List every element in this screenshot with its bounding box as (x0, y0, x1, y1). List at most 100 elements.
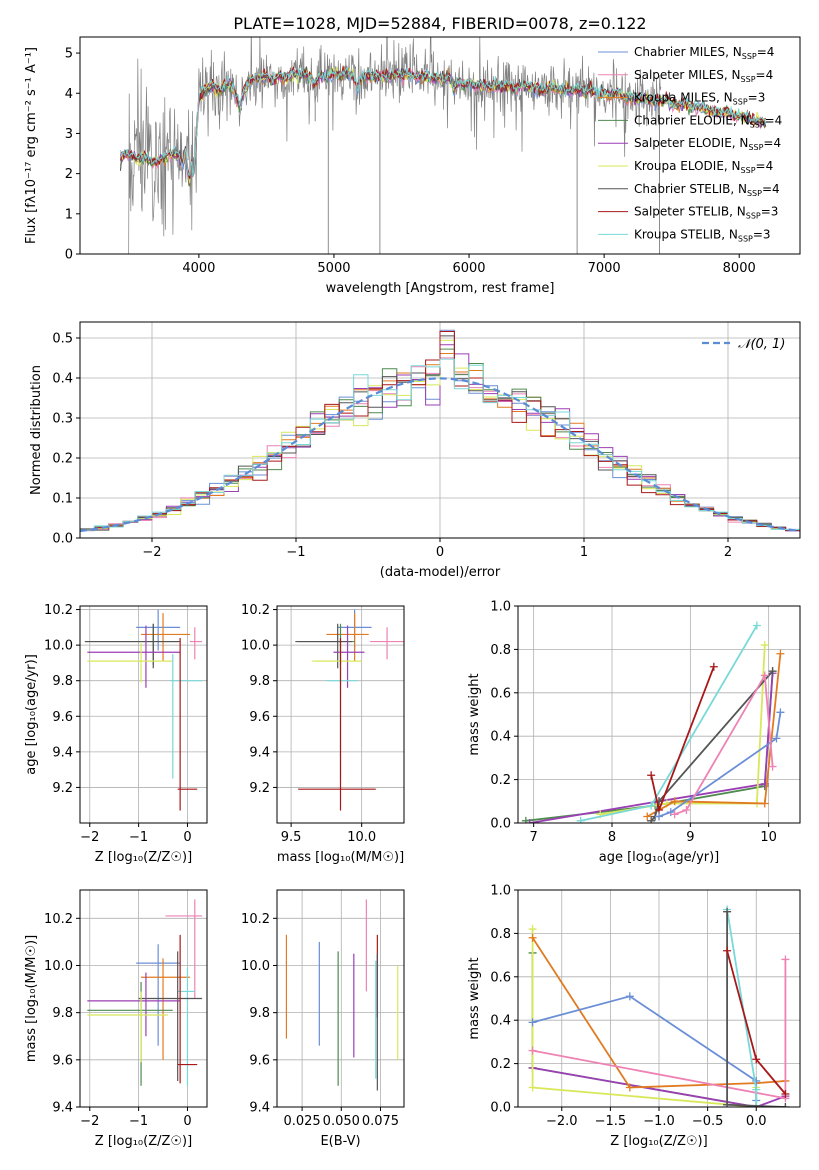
series-marker-sm (768, 762, 777, 771)
y-tick-label: 9.2 (249, 781, 270, 796)
series-marker-cm (752, 1076, 761, 1085)
legend-label: Salpeter MILES, NSSP=4 (634, 68, 773, 84)
legend-spectrum: Chabrier MILES, NSSP=4 Salpeter MILES, NS… (598, 45, 782, 243)
normal-curve (80, 377, 800, 533)
x-tick-label: 0.0 (746, 1114, 767, 1129)
series-line-km (531, 937, 786, 1089)
y-tick-label: 0.4 (52, 372, 73, 387)
y-axis-label: age [log₁₀(age/yr)] (24, 654, 39, 775)
x-tick-label: −1 (286, 545, 305, 560)
y-tick-label: 9.4 (249, 745, 270, 760)
chart-mass_weight_vs_Z: −2.0 −1.5 −1.0 −0.5 0.0 0.0 0.2 0.4 0.6 0.8 1.0 Z [… (467, 884, 801, 1149)
x-tick-label: 7000 (588, 261, 621, 276)
histogram-ks (80, 358, 800, 534)
series-marker-sm (670, 810, 679, 819)
x-tick-label: −1 (129, 1114, 148, 1129)
series-marker-cs (647, 816, 656, 823)
series-marker-ke (760, 641, 769, 650)
series-marker-km (643, 812, 652, 821)
series-marker-sm (760, 671, 769, 680)
x-tick-label: 9 (686, 830, 694, 845)
x-tick-label: 1 (580, 545, 588, 560)
x-tick-label: −2.0 (546, 1114, 578, 1129)
y-axis-label: mass [log₁₀(M/M☉)] (24, 935, 39, 1062)
age_vs_mass-plot-area (295, 609, 404, 811)
series-marker-sm (682, 805, 691, 814)
legend-label: Salpeter STELIB, NSSP=3 (634, 205, 778, 221)
y-tick-label: 10.2 (241, 603, 270, 618)
chart-mass_weight_vs_age: 7 8 9 10 0.0 0.2 0.4 0.6 0.8 1.0 age [log₁₀(age/yr… (467, 600, 801, 865)
axes-frame (79, 889, 208, 1108)
y-tick-label: 0.8 (490, 927, 511, 942)
y-tick-label: 9.4 (52, 1101, 73, 1116)
series-marker-cm (625, 992, 634, 1001)
x-tick-label: −1.5 (595, 1114, 627, 1129)
series-marker-cs (781, 1103, 790, 1107)
y-tick-label: 10.0 (44, 959, 73, 974)
y-axis-label: Normed distribution (29, 365, 44, 495)
series-marker-km (760, 799, 769, 808)
y-tick-label: 1.0 (490, 600, 511, 615)
x-tick-label: 8 (608, 830, 616, 845)
y-axis-label: mass weight (467, 673, 482, 755)
legend-label: Kroupa STELIB, NSSP=3 (634, 227, 771, 243)
y-tick-label: 1 (65, 207, 73, 222)
series-marker-ss (752, 1055, 761, 1064)
series-marker-cs (723, 1100, 732, 1107)
series-marker-ke (528, 1083, 537, 1092)
y-tick-label: 9.2 (52, 781, 73, 796)
x-axis-label: Z [log₁₀(Z/Z☉)] (95, 850, 192, 865)
x-tick-label: 10 (760, 830, 777, 845)
axes-frame (276, 605, 405, 824)
legend-label: 𝒩(0, 1) (738, 337, 785, 352)
x-axis-label: mass [log₁₀(M/M☉)] (277, 850, 404, 865)
chart-residuals: −2 −1 0 1 2 0.0 0.1 0.2 0.3 0.4 0.5 (data-model)/er… (29, 321, 801, 580)
y-tick-label: 0.2 (52, 452, 73, 467)
series-marker-cm (655, 812, 663, 821)
series-line-ke (531, 929, 758, 1107)
series-line-ke (600, 645, 766, 816)
y-tick-label: 9.8 (249, 674, 270, 689)
x-tick-label: −0.5 (692, 1114, 724, 1129)
x-tick-label: 6000 (452, 261, 485, 276)
series-line-cm (658, 712, 782, 818)
x-axis-label: E(B-V) (320, 1134, 360, 1149)
y-tick-label: 2 (65, 167, 73, 182)
figure-title: PLATE=1028, MJD=52884, FIBERID=0078, z=0… (233, 14, 646, 33)
y-tick-label: 0.2 (490, 1057, 511, 1072)
series-marker-sm (528, 1046, 537, 1055)
x-tick-label: 0 (183, 830, 191, 845)
y-tick-label: 0.0 (52, 532, 73, 547)
series-marker-cm (528, 1018, 537, 1027)
series-line-se (532, 1067, 786, 1107)
model-line-ks (120, 66, 767, 177)
y-tick-label: 10.2 (44, 912, 73, 927)
x-tick-label: −2 (80, 1114, 99, 1129)
axes-frame (79, 36, 801, 255)
axes-frame (79, 605, 208, 824)
y-tick-label: 10.0 (44, 639, 73, 654)
mass_weight_vs_Z-plot-area (528, 905, 790, 1107)
y-tick-label: 10.2 (241, 912, 270, 927)
y-tick-label: 9.6 (249, 710, 270, 725)
series-marker-ks (647, 801, 656, 810)
series-marker-se (525, 819, 534, 823)
x-tick-label: 10.0 (347, 830, 376, 845)
series-marker-ss (647, 771, 656, 780)
y-tick-label: 0.4 (490, 1014, 511, 1029)
x-tick-label: −2 (80, 830, 99, 845)
x-tick-label: 0 (183, 1114, 191, 1129)
series-marker-ss (781, 1089, 790, 1098)
y-tick-label: 9.6 (52, 1053, 73, 1068)
x-axis-label: age [log₁₀(age/yr)] (599, 850, 720, 865)
legend-residuals: 𝒩(0, 1) (702, 337, 785, 352)
x-tick-label: −1.0 (643, 1114, 675, 1129)
series-marker-cm (772, 734, 781, 743)
x-axis-label: Z [log₁₀(Z/Z☉)] (95, 1134, 192, 1149)
spectrum-plot-area (120, 37, 767, 254)
series-marker-km (776, 649, 785, 658)
axes-frame (276, 889, 405, 1108)
series-marker-ke (528, 925, 537, 934)
mass_weight_vs_age-plot-area (521, 621, 785, 823)
y-tick-label: 0.6 (490, 970, 511, 985)
